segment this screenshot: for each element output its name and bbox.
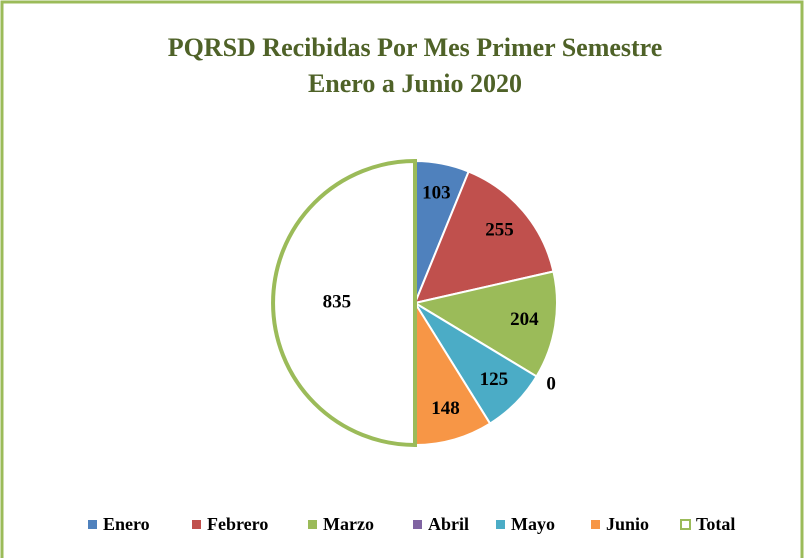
data-label: 148 bbox=[431, 398, 460, 419]
data-label: 125 bbox=[480, 369, 509, 390]
legend-marker bbox=[496, 520, 505, 529]
legend-marker bbox=[308, 520, 317, 529]
data-label: 0 bbox=[546, 374, 556, 395]
legend-label: Total bbox=[696, 514, 735, 534]
data-label: 204 bbox=[510, 309, 539, 330]
legend-label: Abril bbox=[428, 514, 469, 534]
legend-label: Marzo bbox=[323, 514, 374, 534]
legend-label: Enero bbox=[103, 514, 150, 534]
pie-slice bbox=[412, 270, 558, 378]
legend-label: Mayo bbox=[511, 514, 555, 534]
legend-marker bbox=[591, 520, 600, 529]
data-label: 835 bbox=[323, 291, 352, 312]
legend-marker bbox=[88, 520, 97, 529]
legend-label: Junio bbox=[606, 514, 649, 534]
data-label: 255 bbox=[485, 220, 514, 241]
pie-slice bbox=[413, 170, 555, 305]
legend-marker bbox=[413, 520, 422, 529]
chart-title: PQRSD Recibidas Por Mes Primer Semestre bbox=[168, 33, 663, 62]
legend-label: Febrero bbox=[207, 514, 268, 534]
legend-marker bbox=[192, 520, 201, 529]
legend-marker bbox=[680, 519, 691, 530]
chart-subtitle: Enero a Junio 2020 bbox=[308, 69, 522, 98]
pie-slice bbox=[271, 158, 417, 448]
data-label: 103 bbox=[422, 183, 451, 204]
